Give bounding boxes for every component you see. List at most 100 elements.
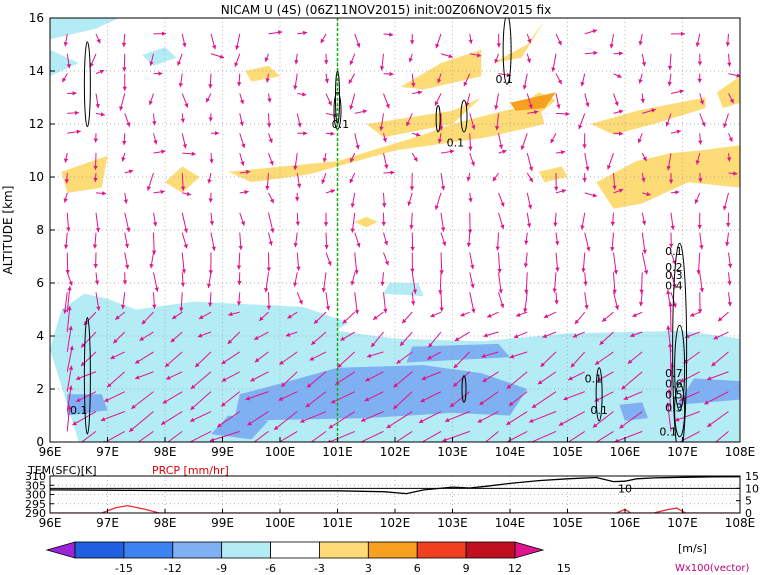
wind-vector-head (331, 399, 336, 404)
wind-vector-head (699, 245, 704, 250)
wind-vector-head (264, 287, 269, 293)
wind-vector-head (63, 41, 68, 47)
wind-vector-head (440, 227, 446, 232)
wind-vector-head (528, 166, 534, 171)
wind-vector-head (727, 281, 732, 286)
wind-vector-head (298, 299, 303, 305)
wind-vector-head (349, 105, 354, 110)
wind-vector-head (389, 32, 394, 37)
colorbar-box (221, 541, 271, 559)
wind-vector-head (327, 439, 331, 442)
x-tick-label: 104E (495, 445, 526, 459)
contour-label: 0.6 (665, 378, 683, 391)
colorbar-box (74, 541, 125, 559)
wind-vector-head (93, 264, 98, 269)
wind-vector-head (595, 360, 600, 365)
contour-label: 0.1 (332, 118, 350, 131)
wind-vector-head (641, 220, 647, 226)
wind-vector-head (124, 264, 130, 270)
wind-vector-head (396, 359, 402, 364)
wind-vector-head (698, 140, 703, 145)
wind-vector-head (75, 375, 81, 381)
wind-vector-head (141, 319, 147, 325)
wind-vector-head (471, 125, 476, 130)
wind-vector-head (254, 335, 259, 340)
surface-x-tick-label: 106E (610, 516, 641, 530)
contour-label: 0.3 (665, 402, 683, 415)
cloud-contour (460, 99, 468, 133)
wind-vector (66, 325, 72, 352)
wind-vector-head (139, 336, 144, 341)
wind-vector-head (592, 193, 598, 198)
wind-vector-head (619, 424, 624, 429)
wind-vector-head (95, 103, 100, 109)
wind-vector-head (69, 345, 74, 351)
wind-vector-head (113, 338, 118, 344)
wind-vector (278, 430, 298, 442)
surface-x-tick-label: 96E (39, 516, 62, 530)
wind-vector-head (96, 38, 101, 44)
wind-vector-head (409, 225, 414, 230)
colorbar-label: -9 (216, 562, 227, 575)
wind-vector-head (492, 176, 497, 182)
wind-vector-head (497, 268, 502, 273)
wind-vector-head (65, 270, 70, 275)
wind-vector-head (613, 270, 619, 275)
contour-label: 10 (618, 482, 632, 495)
temp-y-tick-label: 305 (25, 479, 46, 492)
wind-vector-head (420, 398, 426, 403)
wind-vector-head (274, 425, 279, 430)
wind-vector-head (89, 62, 94, 68)
wind-vector-head (94, 280, 100, 285)
wind-vector-head (321, 179, 326, 184)
wind-vector-head (642, 249, 647, 254)
wind-vector-head (582, 178, 587, 183)
wind-vector-head (320, 38, 325, 44)
surface-x-tick-label: 105E (552, 516, 583, 530)
wind-vector-head (406, 121, 411, 127)
wind-vector-head (524, 289, 529, 294)
wind-vector-head (322, 157, 328, 163)
wind-vector-head (506, 384, 512, 389)
wind-vector-head (718, 316, 723, 322)
wind-vector-head (349, 60, 354, 65)
wind-vector-head (68, 385, 73, 390)
wind-vector-head (553, 222, 558, 227)
wind-vector (393, 371, 413, 388)
wind-vector-head (74, 110, 79, 116)
wind-vector-head (697, 61, 703, 66)
wind-vector-head (152, 222, 158, 227)
wind-vector-head (115, 315, 120, 320)
wind-vector-head (182, 143, 187, 149)
wind-vector (216, 411, 241, 428)
wind-vector-head (67, 405, 72, 410)
wind-vector (706, 411, 729, 428)
surface-x-tick-label: 99E (211, 516, 234, 530)
wind-vector-head (379, 126, 384, 131)
wind-vector-head (623, 395, 629, 400)
wind-vector-head (371, 342, 376, 348)
wind-vector-head (534, 110, 539, 115)
wind-vector-head (537, 380, 543, 385)
wind-vector-head (667, 389, 672, 394)
wind-vector-head (413, 156, 418, 162)
wind-vector (66, 305, 71, 333)
wind-vector-head (208, 270, 214, 275)
wind-vector-head (324, 78, 330, 84)
wind-vector-head (529, 418, 534, 423)
wind-vector-head (728, 137, 733, 142)
wind-vector (66, 385, 72, 412)
wind-vector-head (561, 189, 567, 194)
wind-vector (245, 391, 269, 401)
wind-vector-head (585, 446, 590, 450)
surface-axis-ticks: 96E 97E 98E 99E 100E 101E 102E 103E 104E 105E 106E… (25, 470, 759, 530)
wind-vector (667, 402, 672, 432)
wind-vector-head (62, 77, 67, 83)
wind-vector-head (667, 81, 672, 87)
wind-vector-head (383, 308, 388, 314)
wind-vector-head (523, 263, 529, 268)
wind-vector-head (128, 169, 134, 174)
wind-vector-head (439, 270, 444, 275)
shade-patch (67, 394, 108, 416)
wind-vector-head (602, 317, 607, 322)
